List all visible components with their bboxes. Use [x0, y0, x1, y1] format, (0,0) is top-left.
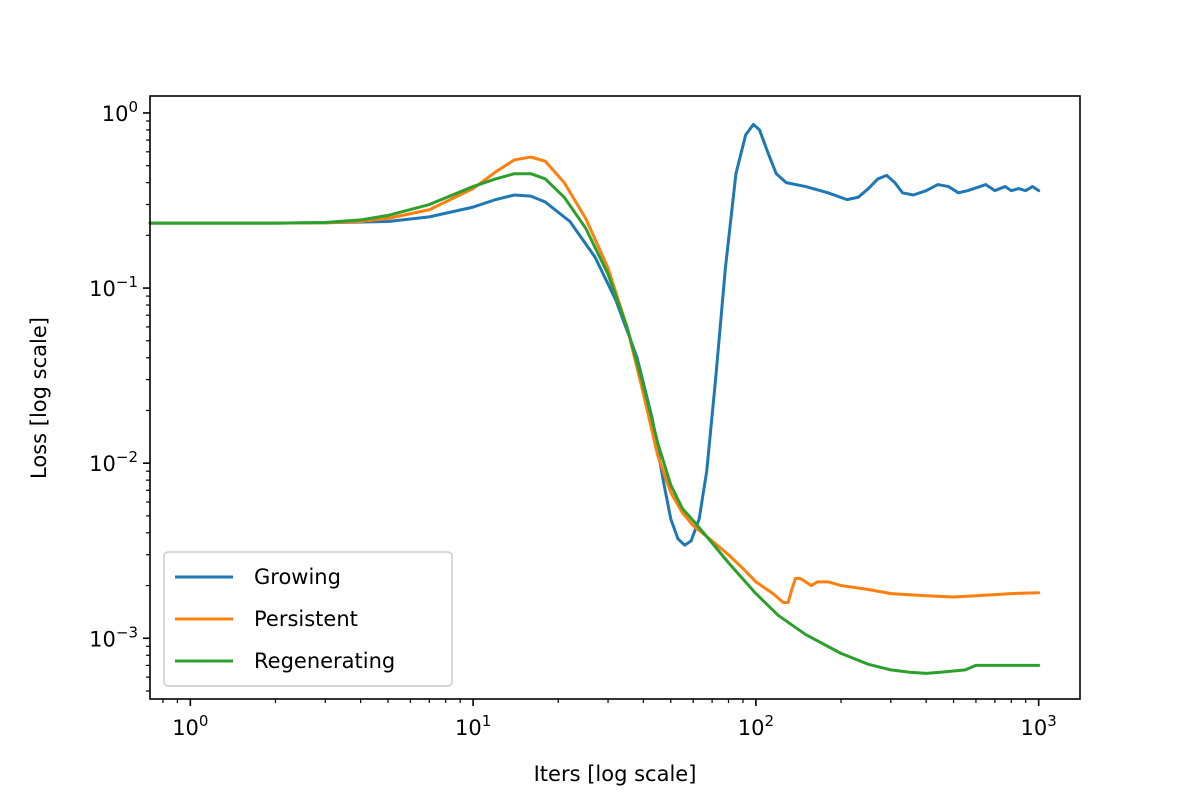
x-tick-label: 101 — [455, 712, 491, 740]
y-tick-label: 100 — [102, 98, 138, 126]
x-tick-label: 102 — [738, 712, 774, 740]
legend: Growing Persistent Regenerating — [163, 551, 453, 687]
y-axis-label: Loss [log scale] — [27, 317, 51, 479]
y-tick-label: 10−1 — [89, 273, 138, 301]
x-axis-label: Iters [log scale] — [534, 762, 697, 786]
plot-frame — [149, 95, 1081, 700]
y-tick-label: 10−2 — [89, 448, 138, 476]
legend-box — [163, 551, 453, 687]
legend-label-regenerating: Regenerating — [254, 649, 395, 673]
legend-label-persistent: Persistent — [254, 607, 358, 631]
y-tick-label: 10−3 — [89, 623, 138, 651]
series-line-growing — [148, 122, 1041, 547]
x-tick-label: 103 — [1021, 712, 1057, 740]
ticks-layer: 100 101 102 103 100 10−1 10−2 10−3 — [89, 98, 1057, 740]
legend-label-growing: Growing — [254, 565, 341, 589]
x-tick-label: 100 — [172, 712, 208, 740]
series-line-regenerating — [148, 172, 1041, 675]
series-layer — [148, 122, 1041, 675]
